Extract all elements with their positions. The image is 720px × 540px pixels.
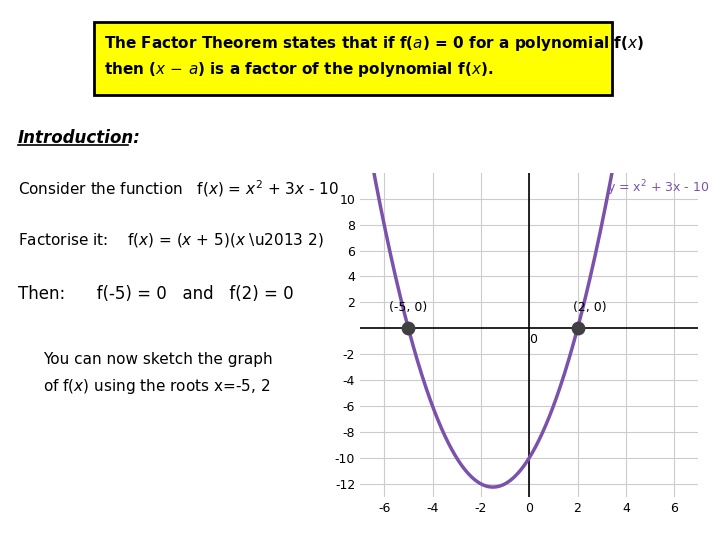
Text: of f($x$) using the roots x=-5, 2: of f($x$) using the roots x=-5, 2 [43,376,270,396]
Text: Then:      f(-5) = 0   and   f(2) = 0: Then: f(-5) = 0 and f(2) = 0 [18,285,294,303]
Text: Introduction:: Introduction: [18,129,141,147]
Point [402,324,414,333]
Text: 0: 0 [528,333,537,346]
Text: (-5, 0): (-5, 0) [389,301,427,314]
Text: The Factor Theorem states that if f($a$) = 0 for a polynomial f($x$): The Factor Theorem states that if f($a$)… [104,33,644,53]
Text: then ($x$ $-$ $a$) is a factor of the polynomial f($x$).: then ($x$ $-$ $a$) is a factor of the po… [104,59,494,79]
FancyBboxPatch shape [94,22,612,94]
Text: Consider the function   f($x$) = $x^2$ + 3$x$ - 10: Consider the function f($x$) = $x^2$ + 3… [18,179,339,199]
Text: y = x$^2$ + 3x - 10: y = x$^2$ + 3x - 10 [606,178,709,198]
Text: You can now sketch the graph: You can now sketch the graph [43,352,273,367]
Text: Factorise it:    f($x$) = ($x$ + 5)($x$ \u2013 2): Factorise it: f($x$) = ($x$ + 5)($x$ \u2… [18,231,324,249]
Text: (2, 0): (2, 0) [572,301,606,314]
Point [572,324,583,333]
